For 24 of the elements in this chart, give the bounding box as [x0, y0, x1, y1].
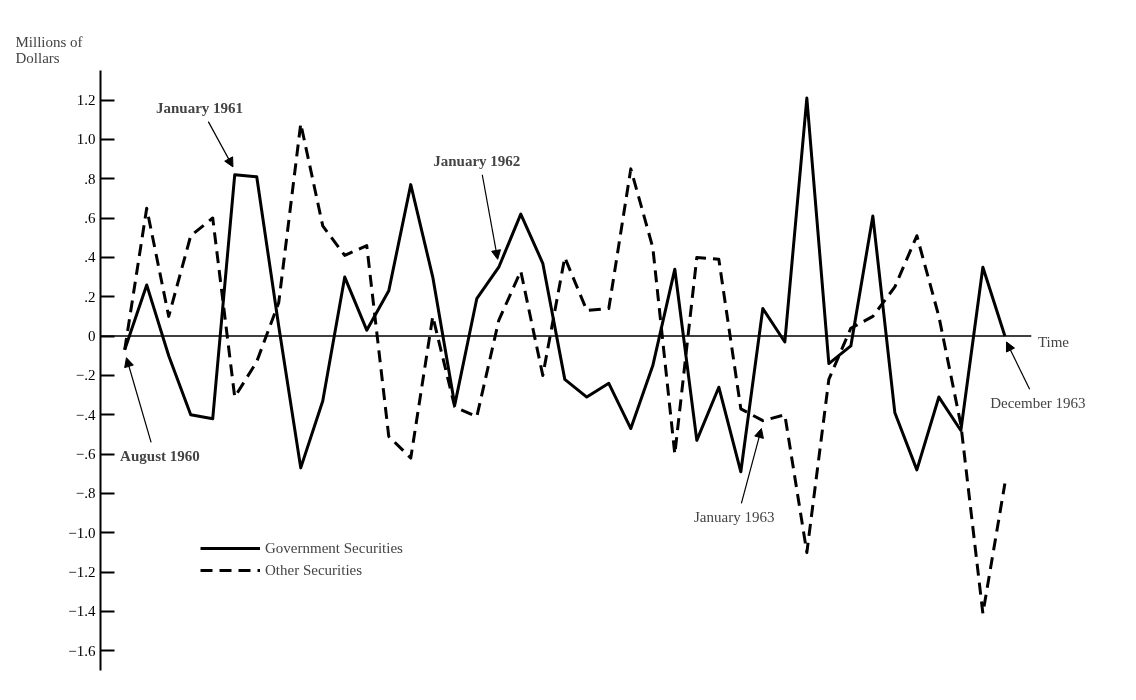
- annotation: January 1961: [155, 99, 244, 116]
- y-tick-label: −.6: [75, 446, 96, 463]
- y-tick-label: 1.0: [76, 131, 96, 148]
- y-tick-label: 0: [88, 328, 96, 345]
- y-tick-label: .4: [84, 249, 96, 266]
- y-tick-label: −1.2: [68, 564, 96, 581]
- y-tick-label: .2: [84, 288, 96, 305]
- y-tick-label: .8: [84, 170, 96, 187]
- y-tick-label: −1.4: [68, 603, 96, 620]
- y-tick-label: −.4: [75, 406, 96, 423]
- annotation: January 1963: [694, 509, 775, 526]
- y-tick-label: 1.2: [76, 92, 96, 109]
- x-axis-title: Time: [1037, 334, 1070, 351]
- annotation: January 1962: [433, 152, 521, 169]
- y-tick-label: −1.6: [68, 642, 96, 659]
- legend-label: Government Securities: [265, 539, 403, 557]
- y-tick-label: −.8: [75, 485, 96, 502]
- annotation: December 1963: [990, 395, 1086, 412]
- y-tick-label: −.2: [75, 367, 96, 384]
- annotation: August 1960: [120, 448, 200, 465]
- y-axis-title: Millions of Dollars: [15, 33, 83, 66]
- y-tick-label: −1.0: [68, 524, 96, 541]
- legend-label: Other Securities: [265, 561, 363, 579]
- y-tick-label: .6: [84, 210, 96, 227]
